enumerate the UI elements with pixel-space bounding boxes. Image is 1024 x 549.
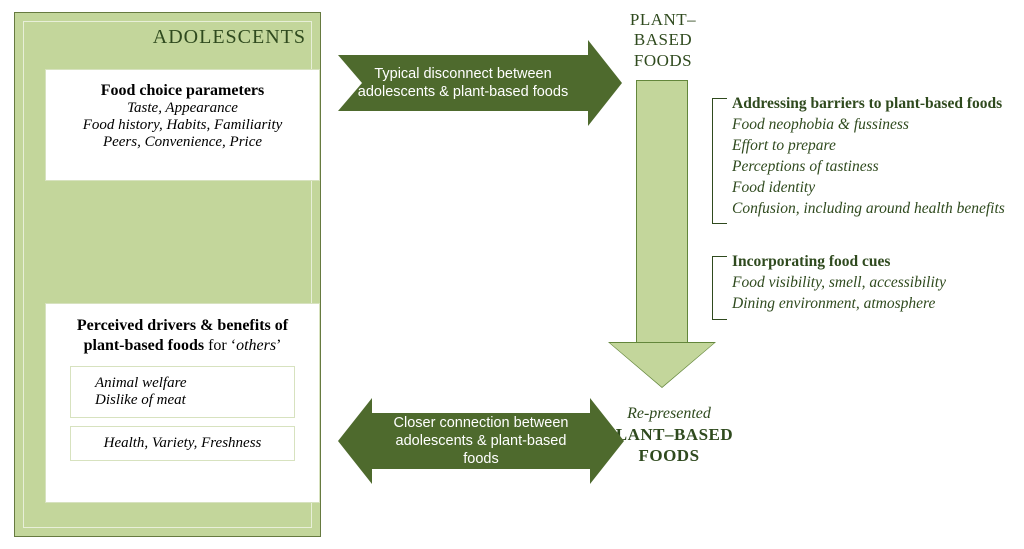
disconnect-arrow-shaft: Typical disconnect between adolescents &…: [338, 55, 588, 111]
adolescents-title: ADOLESCENTS: [153, 26, 306, 49]
drivers-box: Perceived drivers & benefits of plant-ba…: [45, 303, 320, 503]
adolescents-panel: ADOLESCENTS Food choice parameters Taste…: [14, 12, 321, 537]
connection-arrow-text-a: Closer connection between: [394, 415, 569, 431]
disconnect-arrow-tail-notch: [338, 55, 362, 111]
down-arrow-shaft: [636, 80, 688, 345]
drivers-header-e: ’: [276, 337, 281, 354]
barriers-line1: Food neophobia & fussiness: [732, 115, 1018, 136]
connection-arrow-head-right: [590, 398, 624, 484]
drivers-header-d: others: [236, 337, 276, 354]
barriers-block: Addressing barriers to plant-based foods…: [732, 94, 1018, 220]
barriers-line5: Confusion, including around health benef…: [732, 199, 1018, 220]
drivers-header-a: Perceived drivers & benefits of: [77, 317, 288, 334]
drivers-subbox-1: Animal welfare Dislike of meat: [70, 366, 295, 418]
cues-line1: Food visibility, smell, accessibility: [732, 273, 1018, 294]
transformation-down-arrow: [636, 80, 688, 390]
food-choice-line2: Food history, Habits, Familiarity: [56, 117, 309, 134]
connection-arrow-text-b: adolescents & plant-based foods: [396, 433, 567, 467]
drivers-sub1-line1: Animal welfare: [95, 375, 286, 392]
barriers-line4: Food identity: [732, 178, 1018, 199]
connection-arrow-head-left: [338, 398, 372, 484]
pbf-top-line2: BASED: [603, 30, 723, 50]
cues-bracket: [712, 256, 727, 320]
barriers-title: Addressing barriers to plant-based foods: [732, 94, 1018, 115]
food-choice-line1: Taste, Appearance: [56, 100, 309, 117]
barriers-bracket: [712, 98, 727, 224]
drivers-subbox-2: Health, Variety, Freshness: [70, 426, 295, 461]
food-choice-box: Food choice parameters Taste, Appearance…: [45, 69, 320, 181]
pbf-top-line1: PLANT–: [603, 10, 723, 30]
cues-title: Incorporating food cues: [732, 252, 1018, 273]
connection-arrow: Closer connection between adolescents & …: [338, 398, 624, 484]
connection-arrow-shaft: Closer connection between adolescents & …: [372, 413, 590, 469]
down-arrow-head: [610, 343, 714, 387]
disconnect-arrow-text-a: Typical disconnect between: [374, 66, 551, 82]
disconnect-arrow: Typical disconnect between adolescents &…: [338, 40, 624, 126]
food-choice-line3: Peers, Convenience, Price: [56, 134, 309, 151]
cues-block: Incorporating food cues Food visibility,…: [732, 252, 1018, 315]
disconnect-arrow-text-b: adolescents & plant-based foods: [358, 84, 568, 100]
barriers-line2: Effort to prepare: [732, 136, 1018, 157]
pbf-top-line3: FOODS: [603, 51, 723, 71]
drivers-sub2: Health, Variety, Freshness: [104, 435, 262, 451]
barriers-line3: Perceptions of tastiness: [732, 157, 1018, 178]
drivers-header-c: for ‘: [204, 337, 236, 354]
cues-line2: Dining environment, atmosphere: [732, 294, 1018, 315]
food-choice-header: Food choice parameters: [56, 82, 309, 100]
drivers-header-b: plant-based foods: [84, 337, 204, 354]
plant-based-foods-label-top: PLANT– BASED FOODS: [603, 10, 723, 71]
drivers-sub1-line2: Dislike of meat: [95, 392, 286, 409]
drivers-header: Perceived drivers & benefits of plant-ba…: [56, 316, 309, 356]
